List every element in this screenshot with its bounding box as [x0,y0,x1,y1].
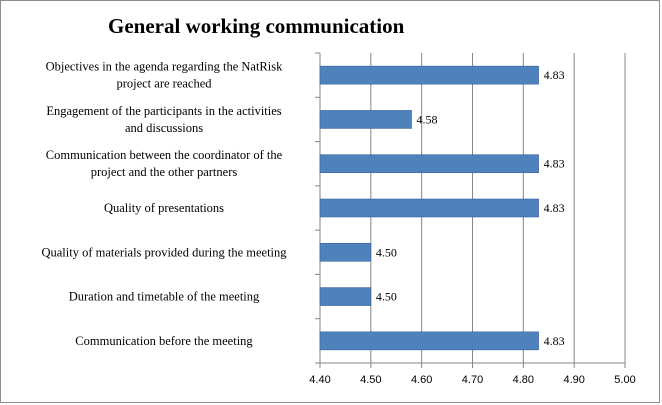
category-label: Objectives in the agenda regarding the N… [46,60,283,91]
bar [319,154,539,174]
data-label: 4.83 [544,157,565,171]
x-tick-label: 4.70 [462,374,483,386]
x-tick-label: 4.60 [411,374,432,386]
category-label: Communication between the coordinator of… [46,148,283,179]
category-label-line: Communication before the meeting [75,334,253,348]
bar [319,242,372,262]
data-label: 4.83 [544,68,565,82]
x-tick-label: 4.90 [563,374,584,386]
category-label-line: Quality of materials provided during the… [41,245,287,259]
data-label: 4.83 [544,334,565,348]
bar [319,198,539,218]
category-label-line: project and the other partners [91,165,238,179]
category-label: Duration and timetable of the meeting [69,290,260,304]
data-label: 4.83 [544,201,565,215]
category-label-line: Duration and timetable of the meeting [69,290,260,304]
bar [319,110,412,129]
category-label-line: Engagement of the participants in the ac… [46,104,281,118]
category-label-line: Quality of presentations [104,201,224,215]
bar [319,287,372,306]
category-label-line: Communication between the coordinator of… [46,148,283,162]
x-tick-label: 4.40 [309,374,330,386]
data-label: 4.58 [417,112,438,126]
data-label: 4.50 [376,245,397,259]
category-label: Quality of materials provided during the… [41,245,287,259]
bar [319,65,539,85]
category-label-line: Objectives in the agenda regarding the N… [46,60,283,74]
category-label-line: and discussions [125,121,203,135]
x-tick-label: 4.50 [360,374,381,386]
category-label: Engagement of the participants in the ac… [46,104,281,135]
x-tick-label: 4.80 [513,374,534,386]
chart-title: General working communication [108,14,405,38]
data-label: 4.50 [376,290,397,304]
category-label: Quality of presentations [104,201,224,215]
category-label: Communication before the meeting [75,334,253,348]
x-tick-label: 5.00 [614,374,635,386]
bar [319,331,539,351]
category-label-line: project are reached [116,77,212,91]
